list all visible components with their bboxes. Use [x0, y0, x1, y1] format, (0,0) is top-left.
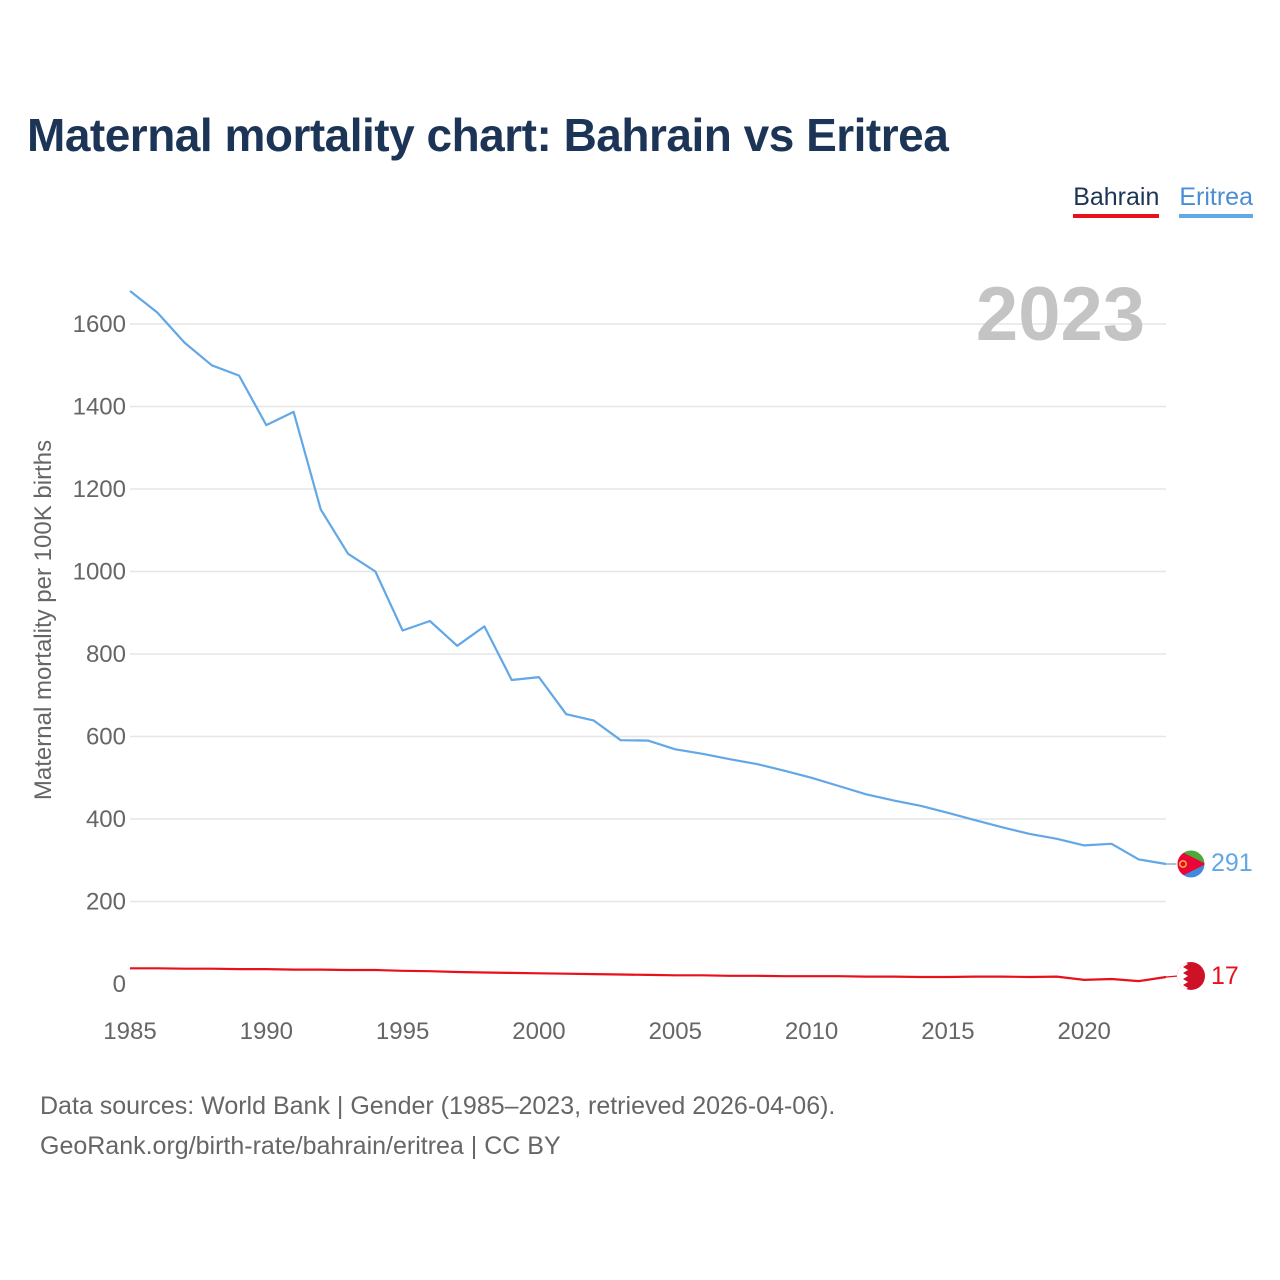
footer: Data sources: World Bank | Gender (1985–… — [40, 1086, 835, 1166]
y-tick-label: 0 — [113, 971, 126, 998]
series-line-eritrea — [129, 290, 1167, 866]
attribution-note: GeoRank.org/birth-rate/bahrain/eritrea |… — [40, 1132, 561, 1160]
x-tick-label: 1995 — [376, 1018, 429, 1045]
data-source-note: Data sources: World Bank | Gender (1985–… — [40, 1092, 836, 1120]
end-value-label-eritrea: 291 — [1211, 849, 1253, 877]
bahrain-flag-icon — [1177, 962, 1205, 990]
page-title: Maternal mortality chart: Bahrain vs Eri… — [27, 109, 949, 161]
grid — [130, 323, 1166, 903]
end-value-label-bahrain: 17 — [1211, 962, 1239, 990]
series: 17 291 — [129, 290, 1253, 990]
legend-item-bahrain[interactable]: Bahrain — [1073, 183, 1160, 218]
y-tick-label: 1000 — [73, 559, 126, 586]
end-connector-bahrain — [1165, 975, 1179, 978]
x-tick-label: 2000 — [512, 1018, 565, 1045]
y-axis-label: Maternal mortality per 100K births — [30, 440, 57, 800]
legend: Bahrain Eritrea — [1073, 183, 1253, 218]
y-tick-label: 400 — [86, 806, 126, 833]
y-tick-label: 1600 — [73, 311, 126, 338]
y-axis-ticks: 0 200 400 600 800 1000 1200 1400 1600 — [73, 311, 126, 998]
x-tick-label: 2005 — [649, 1018, 702, 1045]
x-tick-label: 2010 — [785, 1018, 838, 1045]
y-tick-label: 200 — [86, 889, 126, 916]
legend-item-eritrea[interactable]: Eritrea — [1179, 183, 1253, 218]
x-tick-label: 1985 — [103, 1018, 156, 1045]
y-tick-label: 800 — [86, 641, 126, 668]
x-axis-ticks: 1985 1990 1995 2000 2005 2010 2015 2020 — [103, 1018, 1111, 1045]
y-tick-label: 600 — [86, 724, 126, 751]
year-watermark: 2023 — [976, 272, 1145, 357]
eritrea-flag-icon — [1176, 849, 1206, 879]
x-tick-label: 2020 — [1058, 1018, 1111, 1045]
series-line-bahrain — [130, 967, 1167, 983]
y-tick-label: 1200 — [73, 476, 126, 503]
x-tick-label: 2015 — [921, 1018, 974, 1045]
x-tick-label: 1990 — [240, 1018, 293, 1045]
y-tick-label: 1400 — [73, 394, 126, 421]
